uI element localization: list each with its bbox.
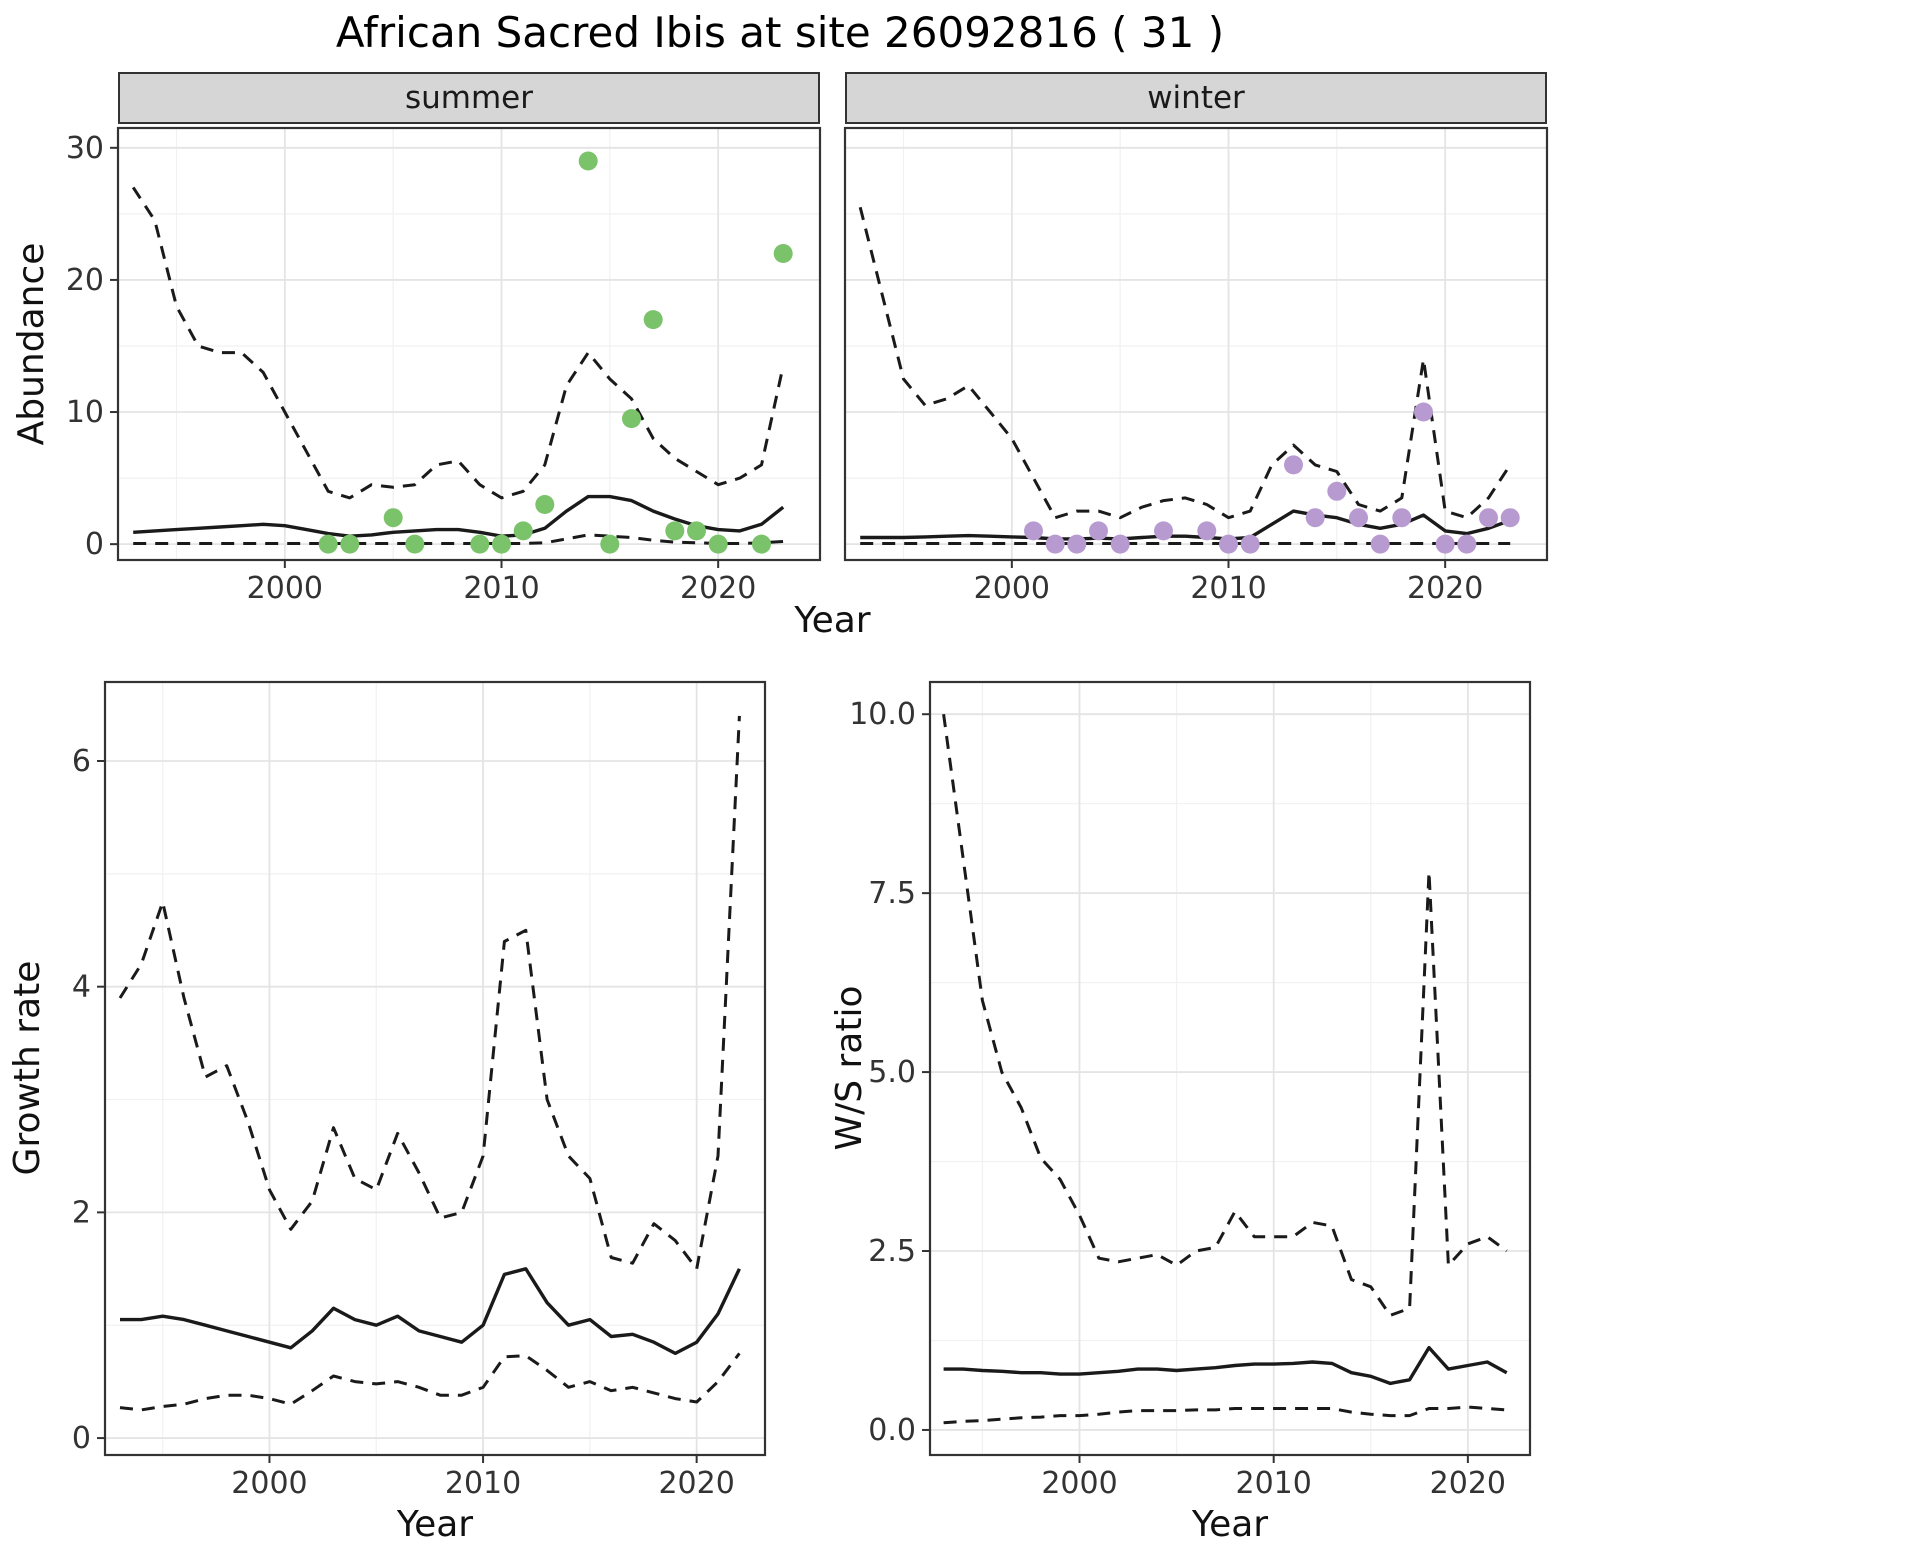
- summer-observation-point: [708, 534, 728, 554]
- facet-strip-summer: summer: [118, 72, 820, 124]
- winter-observation-point: [1435, 534, 1455, 554]
- winter-observation-point: [1327, 481, 1347, 501]
- summer-observation-point: [643, 310, 663, 330]
- y-tick-label: 2.5: [868, 1234, 916, 1269]
- winter-observation-point: [1414, 402, 1433, 422]
- x-tick-label: 2000: [1041, 1466, 1117, 1501]
- x-tick-label: 2020: [658, 1466, 734, 1501]
- y-tick-label: 5.0: [868, 1055, 916, 1090]
- winter-observation-point: [1457, 534, 1477, 554]
- y-tick-label: 10.0: [849, 697, 916, 732]
- winter-observation-point: [1089, 521, 1108, 541]
- x-tick-label: 2000: [974, 571, 1050, 606]
- summer-observation-point: [535, 495, 555, 514]
- series-median: [943, 1345, 1508, 1386]
- panel-background: [930, 682, 1530, 1455]
- x-tick-label: 2010: [463, 571, 539, 606]
- summer-observation-point: [578, 151, 598, 171]
- summer-observation-point: [752, 534, 771, 554]
- summer-observation-point: [665, 521, 685, 541]
- winter-observation-point: [1024, 521, 1043, 541]
- series-lower-ci: [943, 1405, 1507, 1425]
- summer-observation-point: [492, 534, 511, 554]
- x-tick-label: 2010: [1190, 571, 1266, 606]
- panel-background: [105, 682, 765, 1455]
- panel-abundance-summer: 2000 2010 2020 0 10 20 30: [66, 126, 822, 606]
- y-tick-label: 6: [72, 744, 91, 779]
- series-lower-ci: [119, 1352, 741, 1412]
- winter-observation-point: [1240, 534, 1260, 554]
- winter-observation-point: [1305, 508, 1325, 528]
- summer-observation-point: [340, 534, 360, 554]
- summer-observation-point: [405, 534, 425, 554]
- series-median: [120, 1267, 741, 1356]
- y-tick-label: 4: [72, 970, 91, 1005]
- panel-border: [843, 126, 1549, 562]
- summer-observation-point: [513, 521, 533, 541]
- y-tick-label: 10: [66, 395, 104, 430]
- panel-abundance-winter: 2000 2010 2020: [843, 126, 1549, 606]
- summer-observation-point: [470, 534, 490, 554]
- y-tick-label: 2: [72, 1195, 91, 1230]
- x-tick-label: 2000: [247, 571, 323, 606]
- x-tick-label: 2020: [1407, 571, 1483, 606]
- y-tick-label: 0.0: [868, 1413, 916, 1448]
- x-tick-label: 2020: [680, 571, 756, 606]
- y-tick-label: 0: [72, 1421, 91, 1456]
- winter-observation-point: [1392, 508, 1412, 528]
- x-tick-label: 2010: [445, 1466, 521, 1501]
- series-median: [133, 494, 785, 538]
- panel-border: [116, 126, 822, 562]
- winter-observation-point: [1110, 534, 1130, 554]
- panel-background: [845, 128, 1547, 560]
- facet-strip-winter: winter: [845, 72, 1547, 124]
- panel-border: [103, 680, 767, 1457]
- panel-border: [928, 680, 1532, 1457]
- winter-observation-point: [1154, 521, 1173, 541]
- panel-background: [118, 128, 820, 560]
- winter-observation-point: [1045, 534, 1065, 554]
- page-title: African Sacred Ibis at site 26092816 ( 3…: [335, 8, 1225, 57]
- y-tick-label: 0: [85, 527, 104, 562]
- winter-observation-point: [1219, 534, 1238, 554]
- series-upper-ci: [118, 715, 741, 1271]
- summer-observation-point: [600, 534, 620, 554]
- winter-observation-point: [1197, 521, 1217, 541]
- series-upper-ci: [858, 206, 1512, 520]
- x-axis-label-abundance: Year: [794, 600, 871, 641]
- y-tick-label: 20: [66, 263, 104, 298]
- winter-observation-point: [1370, 534, 1390, 554]
- x-tick-label: 2020: [1430, 1466, 1506, 1501]
- x-axis-label-growth-rate: Year: [396, 1504, 474, 1545]
- x-tick-label: 2010: [1236, 1466, 1312, 1501]
- winter-observation-point: [1284, 455, 1303, 475]
- series-upper-ci: [942, 713, 1508, 1317]
- winter-observation-point: [1479, 508, 1498, 528]
- y-tick-label: 7.5: [868, 876, 916, 911]
- summer-observation-point: [773, 244, 793, 263]
- summer-observation-point: [687, 521, 706, 541]
- summer-observation-point: [622, 409, 641, 429]
- winter-observation-point: [1500, 508, 1520, 528]
- panel-growth-rate: 2000 2010 2020 0 2 4 6: [72, 680, 767, 1501]
- x-tick-label: 2000: [231, 1466, 307, 1501]
- summer-observation-point: [318, 534, 338, 554]
- y-tick-label: 30: [66, 131, 104, 166]
- panel-ws-ratio: 2000 2010 2020 0.0 2.5 5.0 7.5 10.0: [849, 680, 1532, 1501]
- winter-observation-point: [1067, 534, 1087, 554]
- winter-observation-point: [1349, 508, 1368, 528]
- summer-observation-point: [383, 508, 403, 528]
- x-axis-label-ws-ratio: Year: [1191, 1504, 1269, 1545]
